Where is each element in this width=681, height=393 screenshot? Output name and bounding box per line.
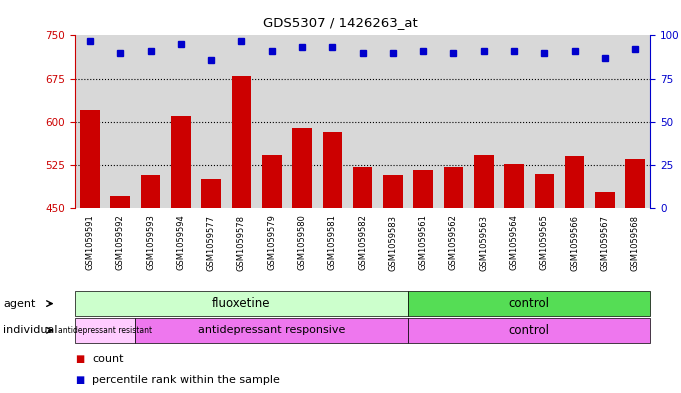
Bar (202, 180, 221, 208)
Text: control: control (509, 324, 550, 337)
Bar (595, 192, 615, 208)
Text: ■: ■ (75, 354, 84, 364)
Bar (474, 155, 494, 208)
Bar (110, 196, 130, 208)
Bar (141, 175, 161, 208)
Text: control: control (509, 297, 550, 310)
Bar (535, 174, 554, 208)
Text: count: count (92, 354, 123, 364)
Bar (504, 164, 524, 208)
Bar (232, 76, 251, 208)
Bar (383, 175, 402, 208)
Bar (262, 155, 282, 208)
Text: antidepressant responsive: antidepressant responsive (198, 325, 345, 335)
Bar (413, 170, 433, 208)
Bar (80, 110, 100, 208)
Text: ■: ■ (75, 375, 84, 386)
Bar (323, 132, 342, 208)
Text: percentile rank within the sample: percentile rank within the sample (92, 375, 280, 386)
Bar (171, 116, 191, 208)
Bar (625, 159, 645, 208)
Text: individual: individual (3, 325, 58, 335)
Bar (443, 167, 463, 208)
Text: antidepressant resistant: antidepressant resistant (58, 326, 153, 335)
Text: agent: agent (3, 299, 36, 309)
Bar (565, 156, 584, 208)
Bar (353, 167, 373, 208)
Bar (292, 128, 312, 208)
Text: GDS5307 / 1426263_at: GDS5307 / 1426263_at (263, 16, 418, 29)
Text: fluoxetine: fluoxetine (212, 297, 271, 310)
